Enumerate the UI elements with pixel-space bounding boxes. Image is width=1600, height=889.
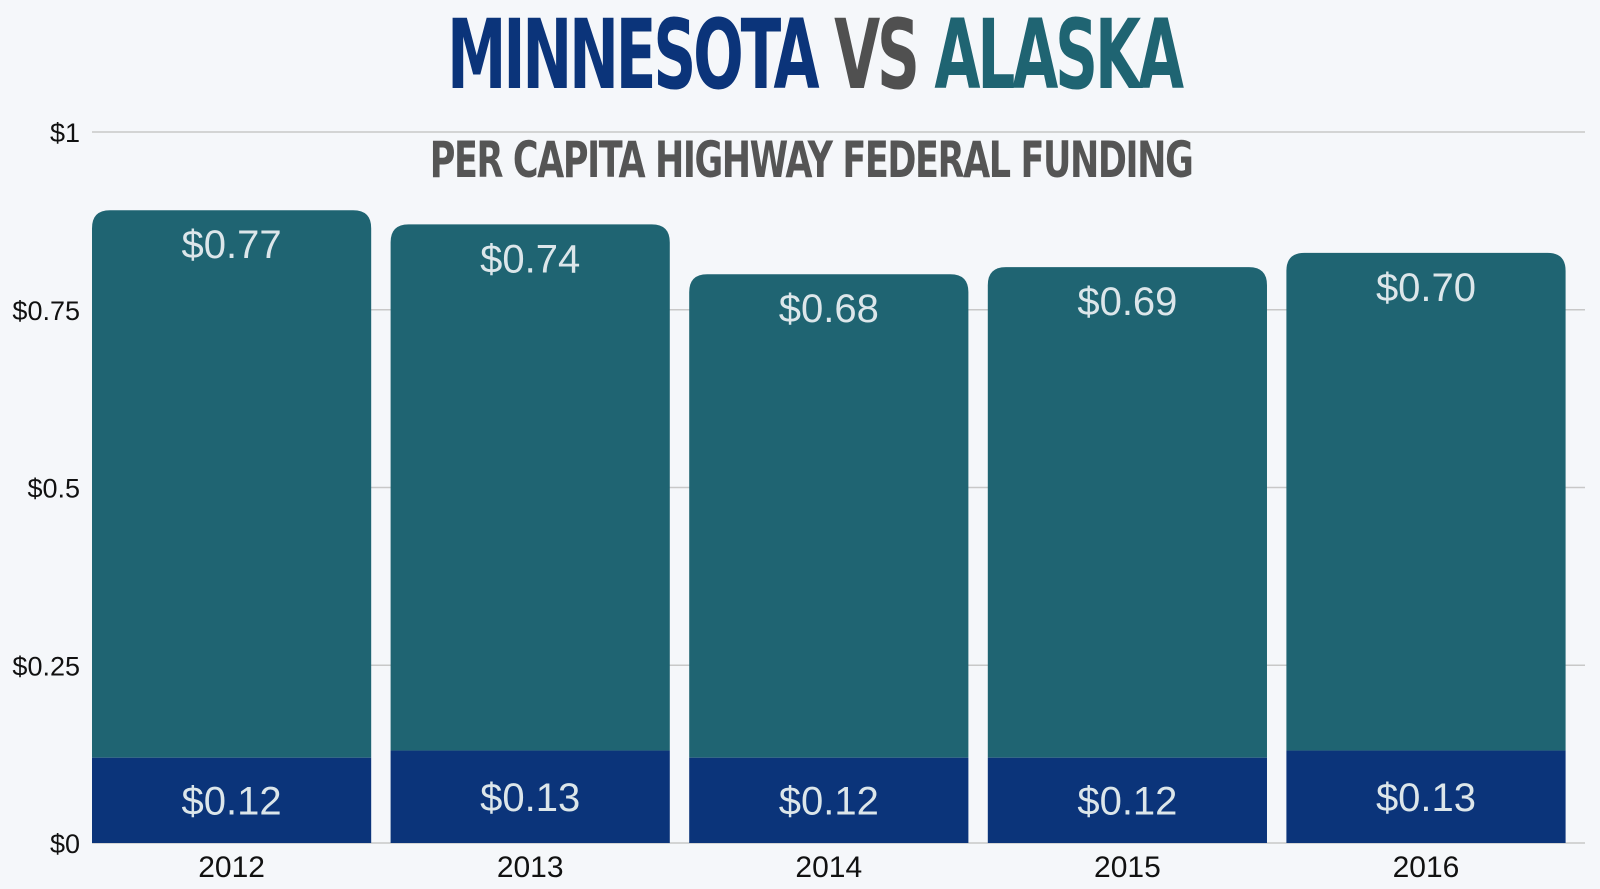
bar-alaska-2015 — [987, 267, 1267, 758]
y-tick-label: $1 — [50, 118, 80, 148]
bar-minnesota-2016 — [1286, 750, 1566, 843]
chart-title: MINNESOTA VS ALASKA — [318, 0, 1310, 120]
data-label-minnesota: $0.12 — [1077, 779, 1177, 823]
data-label-minnesota: $0.12 — [182, 779, 282, 823]
bar-minnesota-2013 — [390, 750, 670, 843]
title-alaska: ALASKA — [934, 0, 1184, 111]
title-vs: VS — [834, 0, 920, 111]
y-tick-label: $0.5 — [27, 474, 80, 504]
x-tick-label: 2012 — [198, 851, 265, 884]
chart-subtitle: PER CAPITA HIGHWAY FEDERAL FUNDING — [429, 131, 1194, 189]
x-tick-label: 2016 — [1393, 851, 1460, 884]
bar-alaska-2012 — [92, 210, 372, 758]
data-label-alaska: $0.77 — [182, 223, 282, 267]
x-tick-label: 2015 — [1094, 851, 1161, 884]
data-label-alaska: $0.69 — [1077, 280, 1177, 324]
y-tick-label: $0 — [50, 829, 80, 859]
bar-minnesota-2012 — [92, 757, 372, 843]
bar-alaska-2013 — [390, 224, 670, 751]
data-label-alaska: $0.68 — [779, 287, 879, 331]
bar-alaska-2014 — [689, 274, 969, 758]
data-label-minnesota: $0.13 — [1376, 776, 1476, 820]
title-minnesota: MINNESOTA — [447, 0, 819, 111]
data-label-alaska: $0.74 — [480, 237, 580, 281]
data-label-minnesota: $0.13 — [480, 776, 580, 820]
y-tick-label: $0.25 — [12, 651, 80, 681]
x-tick-label: 2014 — [795, 851, 862, 884]
data-label-alaska: $0.70 — [1376, 266, 1476, 310]
bar-minnesota-2014 — [689, 757, 969, 843]
y-tick-label: $0.75 — [12, 296, 80, 326]
bar-alaska-2016 — [1286, 252, 1566, 751]
bar-minnesota-2015 — [987, 757, 1267, 843]
data-label-minnesota: $0.12 — [779, 779, 879, 823]
x-tick-label: 2013 — [497, 851, 564, 884]
